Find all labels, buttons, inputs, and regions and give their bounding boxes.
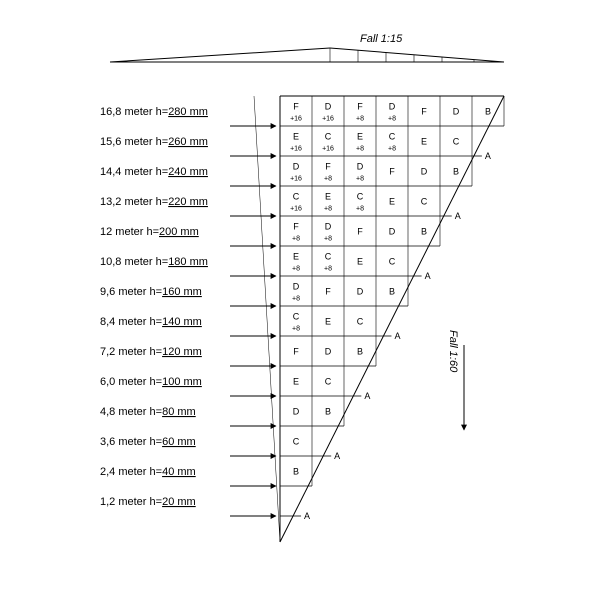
cell-letter: E xyxy=(293,132,299,142)
cell-sub: +16 xyxy=(290,176,302,183)
cell-sub: +8 xyxy=(292,296,300,303)
cell-letter: E xyxy=(325,317,331,327)
top-wedge-label: Fall 1:15 xyxy=(360,33,403,45)
top-wedge-left xyxy=(110,48,330,62)
cell-letter: F xyxy=(389,167,395,177)
cell-letter: D xyxy=(357,287,364,297)
diagram-root: Fall 1:15 F +16 D +16 F +8 D +8 F D B 16,8 meter h=2… xyxy=(0,0,600,600)
cell-letter: F xyxy=(357,102,363,112)
cell-letter: B xyxy=(389,287,395,297)
cell-sub: +8 xyxy=(292,266,300,273)
cell-letter: C xyxy=(293,437,300,447)
cell-letter: B xyxy=(357,347,363,357)
cell-letter: E xyxy=(389,197,395,207)
row-label: 13,2 meter h=220 mm xyxy=(100,196,208,208)
cell-sub: +8 xyxy=(324,176,332,183)
row-label: 3,6 meter h=60 mm xyxy=(100,436,196,448)
cell-sub: +16 xyxy=(322,146,334,153)
cell-letter: D xyxy=(325,347,332,357)
right-a-label: A xyxy=(425,271,431,281)
top-wedge-right xyxy=(330,48,504,62)
cell-letter: F xyxy=(293,102,299,112)
right-a-label: A xyxy=(304,511,310,521)
cell-letter: F xyxy=(293,222,299,232)
right-a-label: A xyxy=(394,331,400,341)
outer-left-edge xyxy=(254,96,280,542)
row-label: 2,4 meter h=40 mm xyxy=(100,466,196,478)
cell-letter: D xyxy=(325,102,332,112)
cell-letter: F xyxy=(325,162,331,172)
cell-letter: C xyxy=(325,377,332,387)
cell-letter: E xyxy=(293,377,299,387)
cell-letter: B xyxy=(485,107,491,117)
right-a-label: A xyxy=(455,211,461,221)
cell-letter: B xyxy=(293,467,299,477)
cell-letter: E xyxy=(421,137,427,147)
cell-letter: C xyxy=(389,132,396,142)
cell-letter: D xyxy=(453,107,460,117)
diagram-svg: Fall 1:15 F +16 D +16 F +8 D +8 F D B 16,8 meter h=2… xyxy=(0,0,600,600)
row-label: 1,2 meter h=20 mm xyxy=(100,496,196,508)
cell-sub: +8 xyxy=(324,206,332,213)
cell-letter: D xyxy=(293,162,300,172)
row-label: 9,6 meter h=160 mm xyxy=(100,286,202,298)
row-label: 8,4 meter h=140 mm xyxy=(100,316,202,328)
grid-right-edge xyxy=(280,96,504,542)
row-label: 7,2 meter h=120 mm xyxy=(100,346,202,358)
cell-letter: E xyxy=(357,257,363,267)
cell-letter: C xyxy=(453,137,460,147)
cell-letter: F xyxy=(325,287,331,297)
cell-sub: +8 xyxy=(356,116,364,123)
side-label: Fall 1:60 xyxy=(447,330,459,373)
row-label: 4,8 meter h=80 mm xyxy=(100,406,196,418)
row-label: 10,8 meter h=180 mm xyxy=(100,256,208,268)
cell-letter: B xyxy=(325,407,331,417)
cell-letter: C xyxy=(293,312,300,322)
cell-sub: +16 xyxy=(322,116,334,123)
cell-letter: B xyxy=(421,227,427,237)
row-label: 14,4 meter h=240 mm xyxy=(100,166,208,178)
cell-letter: E xyxy=(293,252,299,262)
cell-letter: D xyxy=(357,162,364,172)
cell-letter: D xyxy=(389,102,396,112)
cell-sub: +8 xyxy=(388,116,396,123)
cell-letter: C xyxy=(421,197,428,207)
cell-letter: D xyxy=(421,167,428,177)
row-label: 16,8 meter h=280 mm xyxy=(100,106,208,118)
cell-sub: +8 xyxy=(324,236,332,243)
cell-letter: D xyxy=(325,222,332,232)
cell-letter: C xyxy=(325,252,332,262)
cell-letter: F xyxy=(421,107,427,117)
cell-sub: +16 xyxy=(290,206,302,213)
cell-letter: E xyxy=(325,192,331,202)
right-a-label: A xyxy=(485,151,491,161)
cell-letter: C xyxy=(357,192,364,202)
row-label: 15,6 meter h=260 mm xyxy=(100,136,208,148)
cell-letter: D xyxy=(293,282,300,292)
cell-sub: +8 xyxy=(292,326,300,333)
cell-letter: E xyxy=(357,132,363,142)
cell-letter: C xyxy=(357,317,364,327)
cell-letter: C xyxy=(389,257,396,267)
cell-sub: +8 xyxy=(356,176,364,183)
cell-sub: +8 xyxy=(356,146,364,153)
cell-sub: +16 xyxy=(290,146,302,153)
cell-sub: +8 xyxy=(388,146,396,153)
row-label: 6,0 meter h=100 mm xyxy=(100,376,202,388)
cell-letter: C xyxy=(325,132,332,142)
right-a-label: A xyxy=(364,391,370,401)
right-a-label: A xyxy=(334,451,340,461)
cell-letter: F xyxy=(357,227,363,237)
cell-letter: F xyxy=(293,347,299,357)
cell-sub: +8 xyxy=(324,266,332,273)
cell-sub: +8 xyxy=(292,236,300,243)
cell-letter: C xyxy=(293,192,300,202)
cell-letter: B xyxy=(453,167,459,177)
row-label: 12 meter h=200 mm xyxy=(100,226,199,238)
cell-letter: D xyxy=(389,227,396,237)
cell-letter: D xyxy=(293,407,300,417)
cell-sub: +16 xyxy=(290,116,302,123)
cell-sub: +8 xyxy=(356,206,364,213)
